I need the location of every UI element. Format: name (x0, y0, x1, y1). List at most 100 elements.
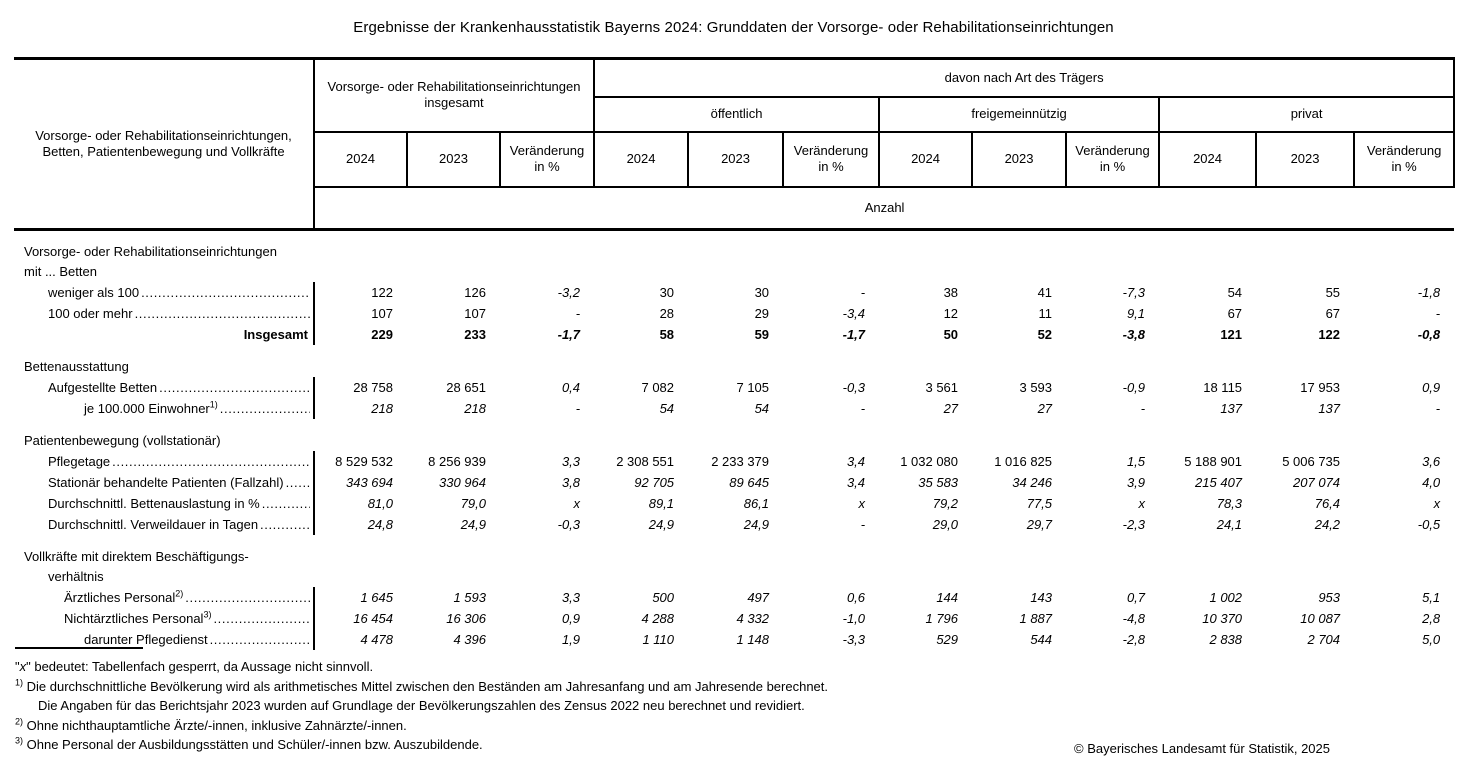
value-cell: 86,1 (743, 495, 770, 511)
value-cell: 1,9 (561, 631, 581, 647)
section-row: Patientenbewegung (vollstationär) (14, 431, 1454, 451)
header-row-davon: Vorsorge- oder Rehabilitationseinrichtun… (14, 58, 1456, 231)
value-cell: -1,7 (557, 326, 581, 342)
header-row-traeger: öffentlich freigemeinnützig privat (14, 96, 1456, 133)
spacer-row (14, 419, 1454, 431)
footnote: Die Angaben für das Berichtsjahr 2023 wu… (38, 698, 805, 713)
value-cell: x (858, 495, 866, 511)
row-label-text: Stationär behandelte Patienten (Fallzahl… (48, 474, 284, 490)
value-cell: x (1138, 495, 1146, 511)
value-cell: 5,1 (1422, 589, 1441, 605)
header-row-unit: Anzahl (14, 186, 1455, 231)
value-cell: 3,6 (1422, 453, 1441, 469)
dot-leader (210, 632, 310, 647)
value-cell: 144 (936, 589, 959, 605)
value-cell: 12 (943, 305, 959, 321)
section-row: verhältnis (14, 567, 1454, 587)
value-cell: 107 (464, 305, 486, 321)
value-cell: 544 (1030, 631, 1053, 647)
group-header-freigemeinnuetzig: freigemeinnützig (879, 96, 1161, 133)
value-cell: 89,1 (648, 495, 675, 511)
stub-header: Vorsorge- oder Rehabilitationseinrichtun… (14, 58, 315, 231)
value-cell: 122 (1318, 326, 1341, 342)
footnote-marker: 2) (175, 588, 184, 599)
table-row: Pflegetage 8 529 532 8 256 939 3,3 2 308 551… (14, 450, 1454, 472)
group-header-oeffentlich: öffentlich (594, 96, 881, 133)
footnote-marker: 2) (15, 716, 24, 727)
group-header-davon: davon nach Art des Trägers (594, 58, 1456, 98)
value-cell: 18 115 (1203, 379, 1243, 395)
row-label-text: Insgesamt (243, 326, 308, 342)
spacer-row (14, 345, 1454, 357)
value-cell: 1 887 (1019, 610, 1053, 626)
value-cell: 137 (1220, 400, 1243, 416)
value-cell: 24,9 (648, 516, 675, 532)
value-cell: 0,4 (561, 379, 581, 395)
value-cell: -0,8 (1417, 326, 1441, 342)
value-cell: 24,9 (743, 516, 770, 532)
value-cell: 218 (464, 400, 486, 416)
table-header: Vorsorge- oder Rehabilitationseinrichtun… (14, 58, 1456, 231)
value-cell: -3,8 (1122, 326, 1146, 342)
value-cell: 0,9 (561, 610, 581, 626)
dot-leader (262, 496, 310, 511)
footnote-marker: 1) (15, 677, 24, 688)
value-cell: 77,5 (1026, 495, 1053, 511)
table-row: Nichtärztliches Personal3) 16 454 16 306 0,… (14, 607, 1454, 629)
value-cell: - (1435, 305, 1441, 321)
footnote: "x" bedeutet: Tabellenfach gesperrt, da … (15, 659, 374, 674)
table-row: je 100.000 Einwohner1) 218 218 - 54 54 - 27 27 - 1… (14, 397, 1454, 419)
table-row: Ärztliches Personal2) 1 645 1 593 3,3 500 497… (14, 586, 1454, 608)
row-label: Durchschnittl. Verweildauer in Tagen (14, 513, 315, 535)
value-cell: 28 651 (446, 379, 486, 395)
value-cell: 79,0 (460, 495, 486, 511)
row-label-text: Vorsorge- oder Rehabilitationseinrichtun… (24, 244, 277, 259)
table-row: Stationär behandelte Patienten (Fallzahl… (14, 471, 1454, 493)
value-cell: 10 087 (1300, 610, 1341, 626)
col-header-veraenderung: Veränderung in % (500, 131, 596, 188)
value-cell: 24,9 (460, 516, 486, 532)
value-cell: 2 308 551 (616, 453, 675, 469)
value-cell: - (860, 400, 866, 416)
value-cell: 0,6 (846, 589, 866, 605)
col-header-veraenderung: Veränderung in % (1354, 131, 1456, 188)
dot-leader (213, 611, 310, 626)
value-cell: -7,3 (1122, 284, 1146, 300)
value-cell: 2 704 (1307, 631, 1341, 647)
col-header-2024: 2024 (879, 131, 974, 188)
value-cell: 5 188 901 (1184, 453, 1243, 469)
value-cell: 59 (754, 326, 770, 342)
value-cell: - (575, 400, 581, 416)
value-cell: 497 (747, 589, 770, 605)
value-cell: 54 (659, 400, 675, 416)
value-cell: 2,8 (1422, 610, 1441, 626)
row-label-text: mit ... Betten (24, 264, 97, 279)
table-row: 100 oder mehr 107 107 - 28 29 -3,4 12 11 9,1 67 67 - (14, 302, 1454, 324)
section-row: mit ... Betten (14, 262, 1454, 282)
value-cell: 76,4 (1314, 495, 1341, 511)
col-header-2023: 2023 (972, 131, 1068, 188)
value-cell: 29 (754, 305, 770, 321)
value-cell: -3,3 (842, 631, 866, 647)
value-cell: 1 110 (642, 631, 675, 647)
value-cell: - (860, 516, 866, 532)
row-label-text: verhältnis (48, 569, 104, 584)
value-cell: 50 (943, 326, 959, 342)
value-cell: 953 (1318, 589, 1341, 605)
row-label: 100 oder mehr (14, 302, 315, 324)
value-cell: 29,0 (932, 516, 959, 532)
value-cell: 3,3 (561, 589, 581, 605)
header-row-years: 2024 2023 Veränderung in % 2024 2023 Ver… (14, 131, 1456, 188)
row-label: Ärztliches Personal2) (14, 586, 315, 608)
value-cell: 9,1 (1126, 305, 1146, 321)
spacer-cell (14, 535, 1454, 547)
section-row: Bettenausstattung (14, 357, 1454, 377)
row-label: Insgesamt (14, 323, 315, 345)
value-cell: 30 (754, 284, 770, 300)
col-header-2023: 2023 (688, 131, 785, 188)
value-cell: 4 288 (641, 610, 675, 626)
value-cell: 3,4 (846, 474, 866, 490)
row-label-text: Vollkräfte mit direktem Beschäftigungs- (24, 549, 249, 564)
value-cell: 207 074 (1293, 474, 1341, 490)
